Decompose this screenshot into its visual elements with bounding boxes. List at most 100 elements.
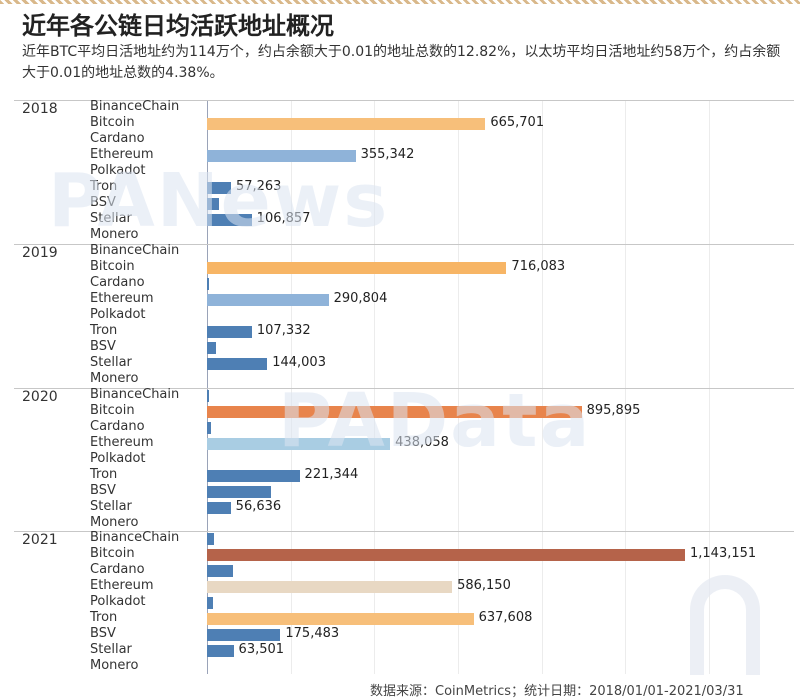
bar-cardano (207, 422, 212, 434)
bar-bsv (207, 629, 281, 641)
y-axis-line (207, 100, 208, 674)
bar-bsv (207, 486, 271, 498)
chain-label: Bitcoin (90, 115, 135, 130)
chain-label: Ethereum (90, 291, 154, 306)
gridline (457, 100, 459, 674)
watermark-logo-icon (690, 575, 760, 675)
chain-label: Cardano (90, 419, 145, 434)
chain-label: Stellar (90, 499, 132, 514)
chain-label: Ethereum (90, 435, 154, 450)
chain-label: Monero (90, 371, 139, 386)
chain-label: BinanceChain (90, 243, 180, 258)
bar-bsv (207, 198, 219, 210)
data-label: 144,003 (272, 355, 326, 370)
gridline (625, 100, 627, 674)
page-subtitle: 近年BTC平均日活地址约为114万个，约占余额大于0.01的地址总数的12.82… (22, 44, 781, 81)
bar-polkadot (207, 597, 213, 609)
chain-label: Bitcoin (90, 403, 135, 418)
data-label: 1,143,151 (690, 546, 757, 561)
bar-binancechain (207, 390, 209, 402)
data-label: 57,263 (235, 179, 282, 194)
bar-bsv (207, 342, 217, 354)
bar-ethereum (207, 438, 391, 450)
data-label: 106,857 (256, 211, 311, 226)
chain-label: Cardano (90, 562, 145, 577)
data-label: 175,483 (285, 626, 340, 641)
chain-label: Stellar (90, 642, 132, 657)
chain-label: Polkadot (90, 451, 146, 466)
bar-binancechain (207, 533, 215, 545)
chain-label: Tron (90, 467, 118, 482)
chain-label: Tron (90, 610, 118, 625)
data-source-footer: 数据来源：CoinMetrics；统计日期：2018/01/01-2021/03… (370, 684, 744, 699)
chain-label: Stellar (90, 355, 132, 370)
panel-divider (14, 100, 794, 101)
bar-stellar (207, 358, 268, 370)
data-label: 895,895 (586, 403, 641, 418)
panel-divider (14, 531, 794, 532)
data-label: 107,332 (256, 323, 311, 338)
data-label: 56,636 (235, 499, 282, 514)
watermark-panews: PANews (48, 158, 390, 244)
chain-label: Bitcoin (90, 259, 135, 274)
chain-label: BSV (90, 483, 116, 498)
year-label: 2021 (22, 532, 58, 548)
gridline (374, 100, 376, 674)
bar-cardano (207, 565, 233, 577)
panel-divider (14, 388, 794, 389)
bar-tron (207, 613, 474, 625)
chain-label: Monero (90, 515, 139, 530)
chain-label: Polkadot (90, 594, 146, 609)
data-label: 637,608 (478, 610, 533, 625)
bar-stellar (207, 502, 231, 514)
chain-label: Polkadot (90, 307, 146, 322)
chain-label: Cardano (90, 275, 145, 290)
chain-label: Monero (90, 658, 139, 673)
chain-label: Tron (90, 323, 118, 338)
bar-ethereum (207, 581, 453, 593)
year-label: 2020 (22, 389, 58, 405)
chain-label: Ethereum (90, 578, 154, 593)
data-label: 586,150 (457, 578, 511, 593)
chain-label: Ethereum (90, 147, 154, 162)
chain-label: BinanceChain (90, 99, 180, 114)
data-label: 290,804 (333, 291, 388, 306)
top-decorative-strip (0, 0, 800, 4)
chain-label: BSV (90, 339, 116, 354)
chain-label: BSV (90, 626, 116, 641)
chain-label: Cardano (90, 131, 145, 146)
bar-bitcoin (207, 406, 582, 418)
chain-label: Tron (90, 179, 118, 194)
data-label: 716,083 (511, 259, 566, 274)
panel-divider (14, 244, 794, 245)
chain-label: BSV (90, 195, 116, 210)
chain-label: Polkadot (90, 163, 146, 178)
chain-label: Bitcoin (90, 546, 135, 561)
bar-ethereum (207, 294, 329, 306)
gridline (541, 100, 543, 674)
bar-ethereum (207, 150, 356, 162)
chain-label: Stellar (90, 211, 132, 226)
chain-label: BinanceChain (90, 387, 180, 402)
data-label: 665,701 (490, 115, 545, 130)
year-label: 2018 (22, 101, 58, 117)
bar-cardano (207, 278, 210, 290)
data-label: 63,501 (238, 642, 285, 657)
bar-bitcoin (207, 262, 507, 274)
bar-stellar (207, 645, 234, 657)
data-label: 438,058 (395, 435, 449, 450)
gridline (290, 100, 292, 674)
year-label: 2019 (22, 245, 58, 261)
watermark-padata: PAData (278, 378, 592, 464)
bar-bitcoin (207, 118, 486, 130)
page-title: 近年各公链日均活跃地址概况 (22, 12, 334, 40)
data-label: 355,342 (360, 147, 415, 162)
bar-bitcoin (207, 549, 685, 561)
chain-label: Monero (90, 227, 139, 242)
bar-stellar (207, 214, 252, 226)
data-label: 221,344 (304, 467, 359, 482)
bar-tron (207, 470, 300, 482)
bar-tron (207, 326, 252, 338)
gridline (708, 100, 710, 674)
chain-label: BinanceChain (90, 530, 180, 545)
